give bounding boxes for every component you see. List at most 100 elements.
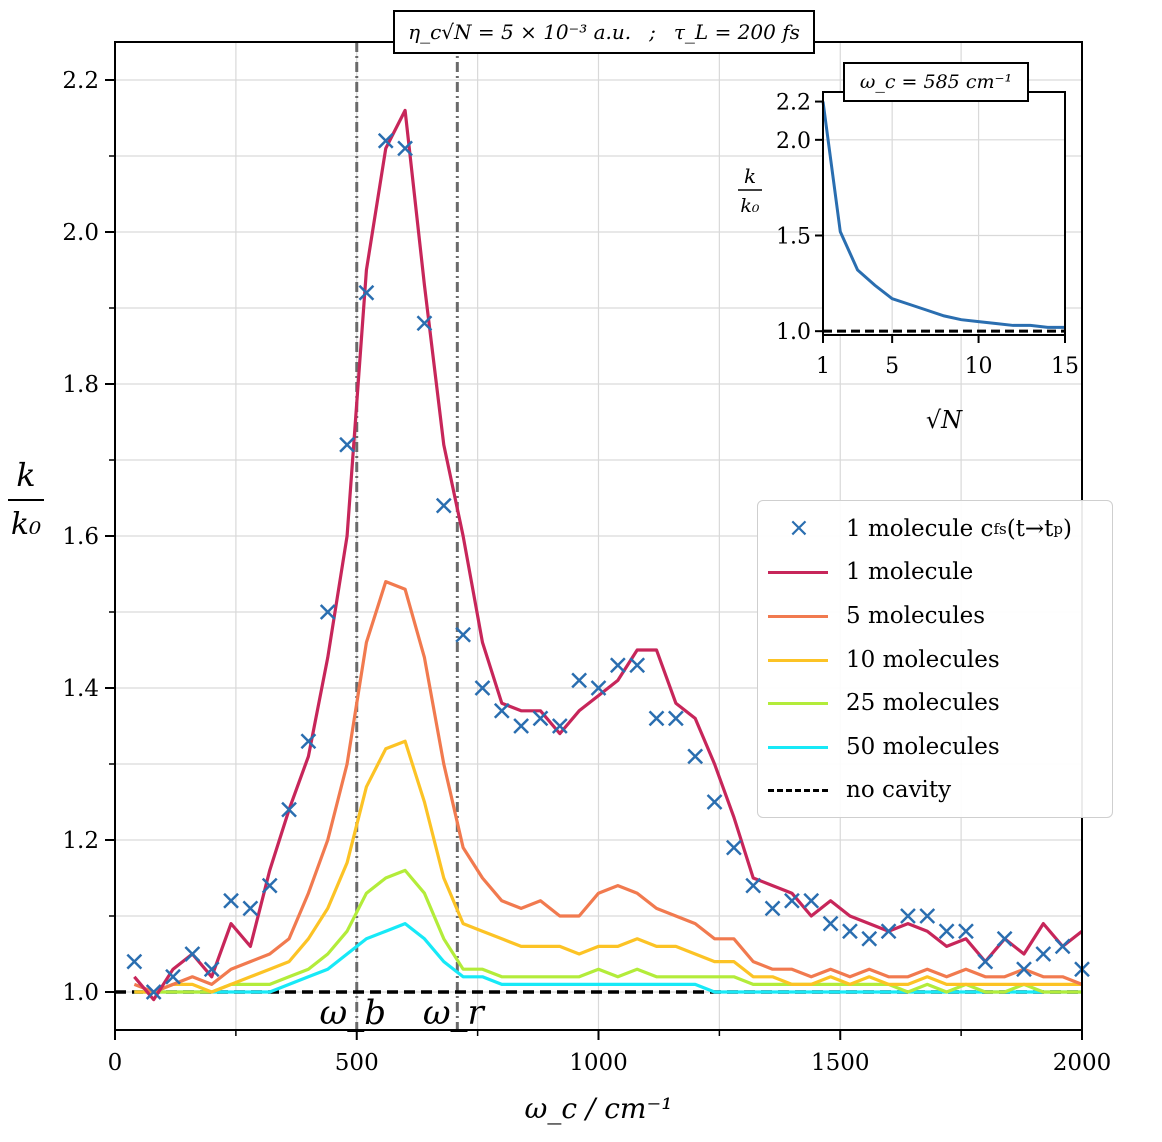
scatter-point [358, 284, 375, 301]
scatter-point [725, 839, 742, 856]
scatter-stroke [416, 315, 433, 332]
scatter-stroke [513, 718, 530, 734]
x-tick-label: 1500 [811, 1050, 870, 1076]
scatter-point [590, 680, 607, 696]
scatter-point [493, 702, 510, 719]
scatter-point [397, 140, 413, 157]
legend-symbol [768, 606, 828, 626]
scatter-stroke [842, 923, 858, 940]
legend-symbol [768, 780, 828, 800]
legend-symbol [768, 693, 828, 713]
inset-y-label-denominator: k₀ [740, 195, 760, 217]
y-axis-label-denominator: k₀ [11, 507, 41, 542]
scatter-stroke [958, 923, 974, 940]
scatter-point [784, 892, 800, 909]
scatter-stroke [455, 626, 472, 643]
legend-label: no cavity [846, 777, 952, 804]
y-tick-label: 1.4 [62, 676, 99, 702]
scatter-point [377, 132, 394, 149]
scatter-stroke [919, 908, 936, 924]
scatter-point [822, 915, 839, 932]
scatter-point [958, 923, 974, 940]
scatter-stroke [900, 908, 916, 924]
scatter-point [842, 923, 858, 940]
scatter-point [203, 961, 220, 978]
title-left: η_c√N = 5 × 10⁻³ a.u. [408, 20, 632, 44]
scatter-point [165, 968, 181, 985]
scatter-stroke [126, 953, 143, 970]
scatter-stroke [725, 839, 742, 856]
scatter-stroke [339, 436, 355, 453]
scatter-stroke [474, 680, 491, 696]
scatter-stroke [532, 710, 549, 727]
scatter-point [745, 877, 762, 894]
scatter-point [687, 748, 704, 765]
inset-x-tick-label: 15 [1051, 354, 1079, 379]
scatter-stroke [938, 923, 955, 940]
scatter-stroke [803, 892, 820, 909]
inset-x-axis-label: √N [926, 406, 963, 434]
scatter-stroke [764, 900, 781, 917]
legend-label: 1 molecule c [846, 515, 994, 542]
scatter-stroke [977, 953, 994, 970]
scatter-point [706, 794, 723, 810]
legend-label-part: p [1053, 519, 1064, 538]
scatter-stroke [281, 801, 297, 818]
legend-label: 10 molecules [846, 646, 1000, 673]
scatter-stroke [590, 680, 607, 696]
scatter-stroke [996, 930, 1013, 947]
scatter-stroke [165, 968, 181, 985]
legend: × 1 molecule c fs (t→t p) 1 molecule 5 molecul… [757, 500, 1113, 818]
legend-item: no cavity [768, 769, 1102, 813]
scatter-stroke [551, 718, 568, 734]
legend-label: 25 molecules [846, 690, 1000, 717]
scatter-point [900, 908, 916, 924]
scatter-point [184, 946, 201, 962]
scatter-point [1054, 938, 1071, 955]
inset-series-line [821, 101, 1065, 329]
scatter-stroke [203, 961, 220, 978]
x-tick-label: 1000 [569, 1050, 628, 1076]
x-axis-label: ω_c / cm⁻¹ [525, 1092, 673, 1125]
scatter-point [977, 953, 994, 970]
scatter-stroke [300, 733, 317, 750]
scatter-stroke [1035, 946, 1052, 962]
series-line [134, 739, 1082, 994]
inset-y-tick-label: 2.2 [776, 91, 811, 116]
scatter-point [223, 892, 239, 909]
scatter-point [513, 718, 530, 734]
scatter-point [803, 892, 820, 909]
scatter-point [281, 801, 297, 818]
y-tick-label: 2.2 [62, 68, 99, 94]
y-tick-label: 1.6 [62, 524, 99, 550]
inset-title-text: ω_c = 585 cm⁻¹ [859, 71, 1013, 93]
scatter-point [126, 953, 143, 970]
scatter-point [880, 923, 897, 940]
series-line [133, 108, 1083, 1002]
series-line [134, 921, 1082, 994]
legend-label: 1 molecule [846, 559, 974, 586]
x-tick-label: 500 [335, 1050, 379, 1076]
scatter-stroke [377, 132, 394, 149]
main-axes: 0 500 1000 1500 2000 1.0 1.2 1.4 1.6 1.8 2.0 2.2 ω_c… [8, 41, 1111, 1125]
scatter-point [571, 672, 588, 689]
inset-x-tick-label: 10 [965, 354, 993, 379]
y-tick-label: 1.8 [62, 372, 99, 398]
scatter-stroke [745, 877, 762, 894]
scatter-stroke [184, 946, 201, 962]
scatter-stroke [571, 672, 588, 689]
legend-label-part: (t→t [1006, 515, 1054, 542]
inset-y-tick-label: 1.0 [776, 320, 811, 345]
y-tick-label: 2.0 [62, 220, 99, 246]
scatter-stroke [609, 657, 626, 674]
title-separator: ; [649, 20, 656, 44]
scatter-stroke [435, 497, 452, 514]
scatter-stroke [880, 923, 897, 940]
scatter-stroke [629, 657, 646, 674]
y-tick-label: 1.0 [62, 980, 99, 1006]
legend-symbol: × [788, 512, 810, 543]
scatter-point [764, 900, 781, 917]
x-tick-label: 0 [108, 1050, 123, 1076]
